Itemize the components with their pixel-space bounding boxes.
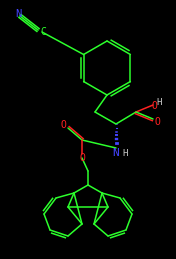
Text: N: N: [15, 9, 21, 19]
Text: O: O: [60, 120, 66, 130]
Text: N: N: [113, 148, 119, 158]
Text: H: H: [156, 97, 162, 106]
Text: O: O: [79, 153, 85, 163]
Text: H: H: [122, 148, 128, 157]
Text: C: C: [40, 27, 46, 37]
Text: O: O: [154, 117, 160, 127]
Text: O: O: [151, 101, 157, 111]
